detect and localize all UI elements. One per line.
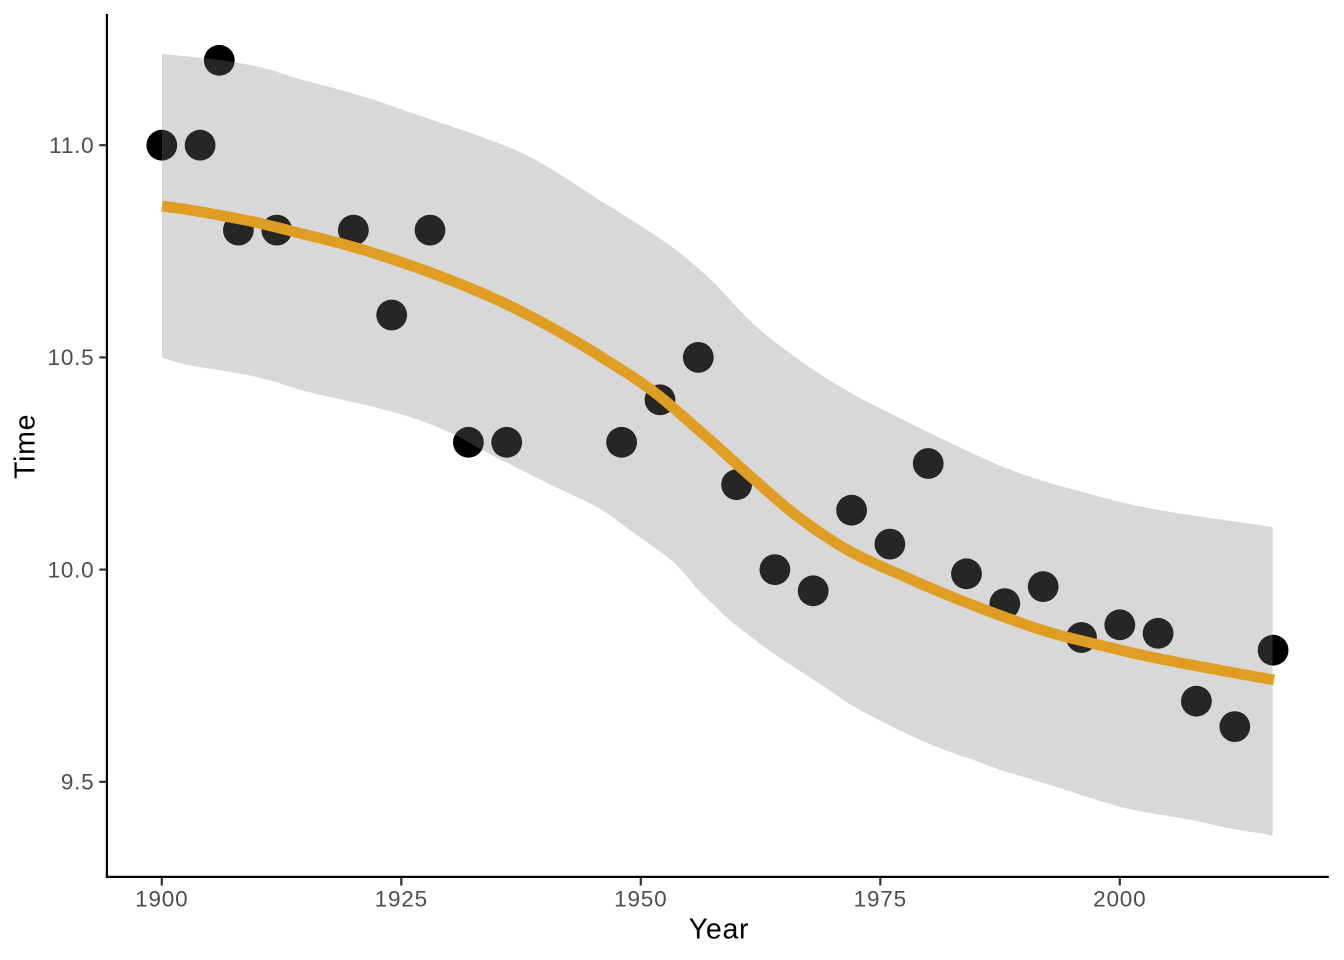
svg-text:10.5: 10.5 [48, 345, 95, 370]
svg-text:1925: 1925 [375, 887, 428, 912]
svg-text:1900: 1900 [135, 887, 188, 912]
svg-text:1975: 1975 [854, 887, 907, 912]
svg-text:2000: 2000 [1093, 887, 1146, 912]
svg-text:9.5: 9.5 [61, 770, 95, 795]
svg-text:1950: 1950 [614, 887, 667, 912]
svg-text:Year: Year [689, 914, 749, 946]
svg-text:11.0: 11.0 [49, 133, 94, 158]
svg-text:Time: Time [10, 414, 42, 479]
svg-text:10.0: 10.0 [48, 557, 95, 582]
